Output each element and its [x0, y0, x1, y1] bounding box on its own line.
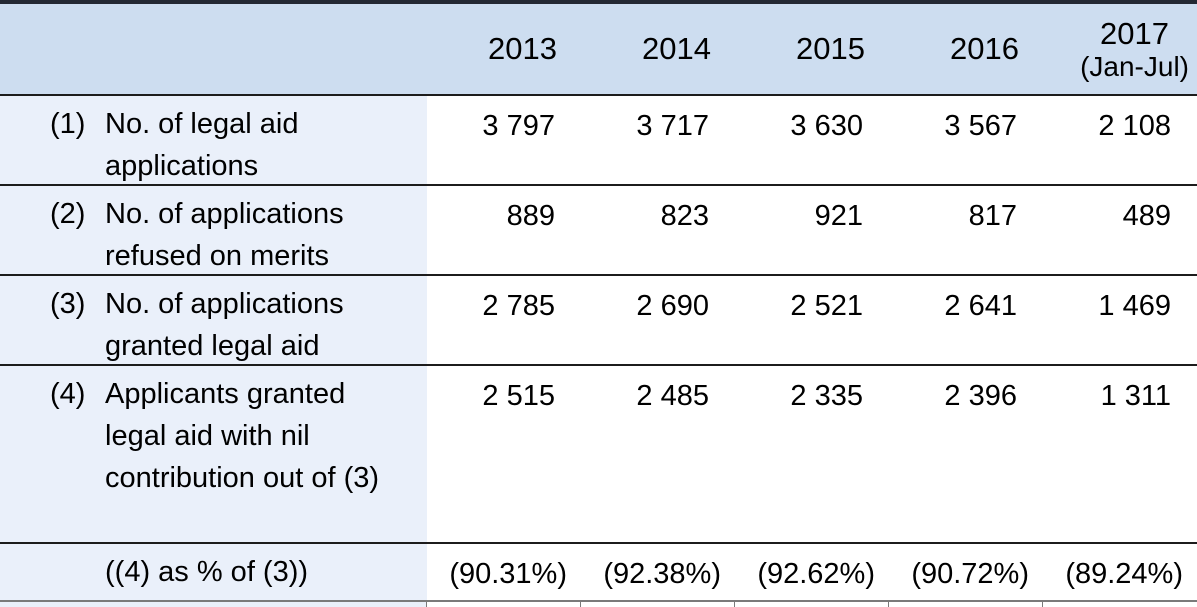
value-cell: 921 [735, 186, 889, 274]
table-row-granted: (3) No. of applications granted legal ai… [0, 276, 1197, 366]
value-cell: 2 396 [889, 366, 1043, 542]
row-number: (4) [50, 378, 86, 410]
column-header-2014: 2014 [642, 31, 711, 66]
table-row-applications: (1) No. of legal aid applications 3 797 … [0, 96, 1197, 186]
table-header-row: 2013 2014 2015 2016 2017 (Jan-Jul) [0, 4, 1197, 96]
row-number: (3) [50, 288, 86, 320]
value-cell: 1 311 [1043, 366, 1197, 542]
sliver-cell [427, 602, 581, 607]
row-label-cell: (3) No. of applications granted legal ai… [0, 276, 427, 364]
column-header-2013: 2013 [488, 31, 557, 66]
sliver-cell [581, 602, 735, 607]
row-label: ((4) as % of (3)) [105, 556, 309, 588]
value-cell: 2 521 [735, 276, 889, 364]
value-cell: 2 485 [581, 366, 735, 542]
value-cell: 889 [427, 186, 581, 274]
sliver-cell [1043, 602, 1197, 607]
cut-off-next-row [0, 602, 1197, 607]
table-row-percentage: ((4) as % of (3)) (90.31%) (92.38%) (92.… [0, 544, 1197, 602]
value-cell: 2 641 [889, 276, 1043, 364]
sliver-cell [735, 602, 889, 607]
value-cell: 3 717 [581, 96, 735, 184]
value-cell: 823 [581, 186, 735, 274]
row-label-cell: (2) No. of applications refused on merit… [0, 186, 427, 274]
value-cell: 2 108 [1043, 96, 1197, 184]
sliver-cell [889, 602, 1043, 607]
row-label: No. of legal aid applications [105, 108, 299, 182]
row-label-cell: (1) No. of legal aid applications [0, 96, 427, 184]
value-cell: 1 469 [1043, 276, 1197, 364]
value-cell: (90.72%) [889, 544, 1043, 600]
value-cell: 2 785 [427, 276, 581, 364]
column-header-2017-year: 2017 [1100, 16, 1170, 51]
column-header-2017: 2017 (Jan-Jul) [1043, 16, 1197, 82]
row-label-cell: ((4) as % of (3)) [0, 544, 427, 600]
row-label-cell: (4) Applicants granted legal aid with ni… [0, 366, 427, 542]
table-row-refused: (2) No. of applications refused on merit… [0, 186, 1197, 276]
value-cell: 2 515 [427, 366, 581, 542]
value-cell: 3 630 [735, 96, 889, 184]
value-cell: 3 797 [427, 96, 581, 184]
sliver-label-cell [0, 602, 427, 607]
value-cell: (92.38%) [581, 544, 735, 600]
row-label: Applicants granted legal aid with nil co… [105, 378, 380, 494]
row-number: (1) [50, 108, 86, 140]
value-cell: 489 [1043, 186, 1197, 274]
row-label: No. of applications granted legal aid [105, 288, 344, 362]
column-header-2016: 2016 [950, 31, 1019, 66]
row-number: (2) [50, 198, 86, 230]
column-header-2015: 2015 [796, 31, 865, 66]
value-cell: 2 690 [581, 276, 735, 364]
value-cell: 817 [889, 186, 1043, 274]
column-header-2017-period: (Jan-Jul) [1080, 51, 1189, 82]
value-cell: (92.62%) [735, 544, 889, 600]
row-label: No. of applications refused on merits [105, 198, 344, 272]
value-cell: (89.24%) [1043, 544, 1197, 600]
table-row-nil-contribution: (4) Applicants granted legal aid with ni… [0, 366, 1197, 544]
value-cell: 3 567 [889, 96, 1043, 184]
value-cell: 2 335 [735, 366, 889, 542]
value-cell: (90.31%) [427, 544, 581, 600]
